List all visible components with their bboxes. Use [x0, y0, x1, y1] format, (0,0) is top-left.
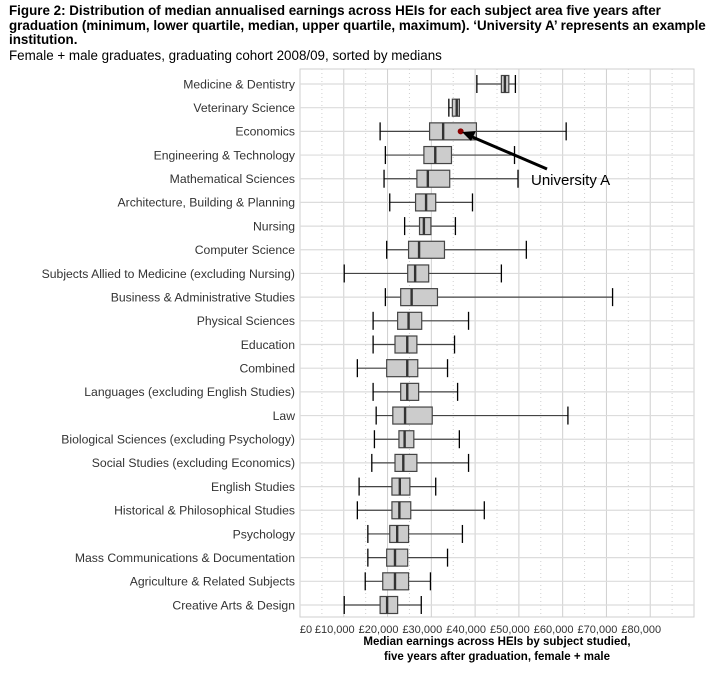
category-label: Economics: [235, 125, 295, 139]
category-label: Business & Administrative Studies: [111, 290, 295, 304]
category-label: English Studies: [211, 480, 295, 494]
box-14: [375, 406, 569, 425]
box-11: [372, 335, 456, 354]
category-label: Education: [241, 338, 295, 352]
box-17: [358, 477, 437, 496]
category-label: Mass Communications & Documentation: [75, 551, 295, 565]
box-iqr: [386, 548, 409, 567]
figure-subtitle: Female + male graduates, graduating coho…: [9, 48, 442, 63]
annotation-arrow-icon: [469, 134, 548, 171]
box-iqr: [400, 382, 420, 401]
box-iqr: [386, 359, 419, 378]
box-iqr: [407, 264, 430, 283]
box-21: [364, 572, 432, 591]
annotation: University A: [462, 131, 610, 189]
box-iqr: [416, 169, 451, 188]
category-label: Medicine & Dentistry: [183, 77, 296, 91]
category-label: Law: [273, 409, 296, 423]
title-line: Figure 2: Distribution of median annuali…: [9, 3, 661, 18]
category-label: Physical Sciences: [197, 314, 295, 328]
category-label: Agriculture & Related Subjects: [130, 575, 295, 589]
box-9: [384, 288, 614, 307]
category-label: Social Studies (excluding Economics): [92, 456, 295, 470]
title-line: graduation (minimum, lower quartile, med…: [9, 17, 706, 33]
box-iqr: [389, 524, 410, 544]
x-axis-title-line-2: five years after graduation, female + ma…: [384, 651, 610, 663]
category-label: Creative Arts & Design: [172, 598, 295, 612]
category-label: Veterinary Science: [193, 101, 295, 115]
figure-title: Figure 2: Distribution of median annuali…: [9, 3, 706, 48]
x-tick-label: £70,000: [578, 624, 618, 636]
plot-panel: [299, 68, 695, 618]
box-12: [356, 359, 449, 378]
x-tick-label: £10,000: [315, 624, 355, 636]
boxes: [343, 74, 614, 615]
x-tick-label: £60,000: [534, 624, 574, 636]
box-iqr: [428, 122, 478, 141]
category-label: Languages (excluding English Studies): [84, 385, 295, 399]
annotation-label: University A: [531, 172, 610, 189]
box-iqr: [379, 595, 399, 615]
box-7: [386, 240, 527, 259]
box-15: [373, 430, 461, 449]
box-18: [356, 501, 485, 520]
title-line: institution.: [9, 32, 78, 48]
box-0: [476, 74, 517, 94]
category-label: Nursing: [253, 219, 295, 233]
box-iqr: [407, 240, 446, 259]
category-label: Historical & Philosophical Studies: [114, 504, 295, 518]
box-2: [379, 122, 567, 141]
box-13: [372, 382, 459, 401]
box-iqr: [418, 216, 432, 236]
box-1: [448, 98, 461, 117]
category-label: Psychology: [233, 527, 296, 541]
box-16: [371, 453, 470, 473]
x-tick-label: £30,000: [402, 624, 442, 636]
x-axis-title-line-1: Median earnings across HEIs by subject s…: [363, 636, 630, 648]
box-3: [384, 145, 516, 165]
x-tick-label: £80,000: [621, 624, 661, 636]
grid: [299, 68, 695, 618]
box-iqr: [423, 145, 453, 165]
arrowhead-icon: [462, 131, 476, 141]
category-label: Combined: [239, 361, 295, 375]
box-iqr: [394, 453, 418, 473]
box-8: [343, 264, 503, 283]
box-iqr: [392, 406, 433, 425]
x-tick-labels: £0 £10,000 £20,000 £30,000 £40,000 £50,000 £60…: [300, 624, 661, 636]
box-22: [343, 595, 422, 615]
category-label: Subjects Allied to Medicine (excluding N…: [42, 267, 295, 281]
box-iqr: [398, 430, 415, 449]
box-19: [367, 524, 464, 544]
box-20: [367, 548, 449, 567]
x-tick-label: £40,000: [446, 624, 486, 636]
x-tick-label: £50,000: [490, 624, 530, 636]
category-label: Mathematical Sciences: [170, 172, 295, 186]
box-5: [389, 193, 474, 212]
box-iqr: [394, 335, 418, 354]
box-10: [372, 311, 470, 330]
university-a-point: [457, 128, 464, 135]
category-label: Computer Science: [195, 243, 295, 257]
box-iqr: [391, 501, 412, 520]
category-label: Biological Sciences (excluding Psycholog…: [61, 433, 295, 447]
category-labels: Medicine & Dentistry Veterinary Science Ec…: [42, 77, 296, 612]
box-4: [383, 169, 519, 188]
box-6: [403, 216, 457, 236]
box-iqr: [400, 288, 439, 307]
category-label: Engineering & Technology: [154, 148, 296, 162]
x-tick-label: £0: [300, 624, 312, 636]
x-tick-label: £20,000: [359, 624, 399, 636]
category-label: Architecture, Building & Planning: [118, 196, 296, 210]
